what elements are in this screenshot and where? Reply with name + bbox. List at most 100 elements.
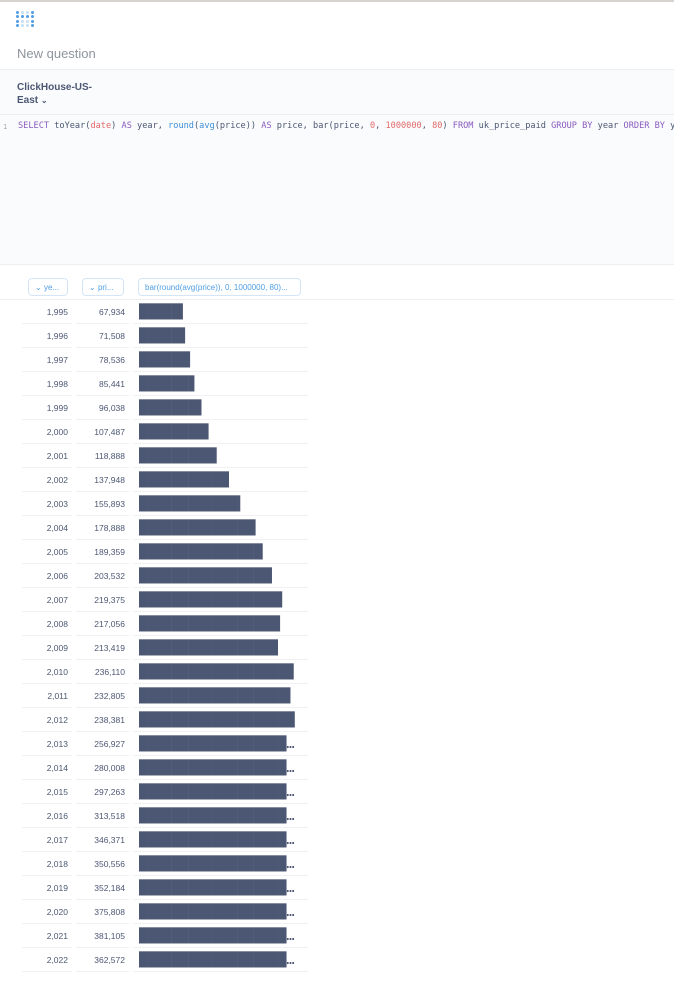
cell-bar[interactable]: █████████████████████████████ — [133, 948, 308, 972]
cell-bar[interactable]: █████▋ — [133, 324, 308, 348]
cell-year[interactable]: 2,022 — [22, 948, 72, 972]
cell-year[interactable]: 2,020 — [22, 900, 72, 924]
table-row: 2,010 236,110 ██████████████████▉ — [0, 660, 674, 684]
cell-year[interactable]: 2,013 — [22, 732, 72, 756]
cell-bar[interactable]: ████████████████████▌ — [133, 732, 308, 756]
cell-price[interactable]: 219,375 — [76, 588, 129, 612]
metabase-logo[interactable] — [16, 11, 34, 27]
cell-bar[interactable]: ████████▌ — [133, 420, 308, 444]
cell-year[interactable]: 2,014 — [22, 756, 72, 780]
cell-bar[interactable]: ████████████████████████████ — [133, 852, 308, 876]
cell-price[interactable]: 118,888 — [76, 444, 129, 468]
table-row: 2,022 362,572 ██████████████████████████… — [0, 948, 674, 972]
table-row: 1,995 67,934 █████▍ — [0, 300, 674, 324]
cell-price[interactable]: 350,556 — [76, 852, 129, 876]
cell-price[interactable]: 107,487 — [76, 420, 129, 444]
cell-price[interactable]: 71,508 — [76, 324, 129, 348]
cell-price[interactable]: 346,371 — [76, 828, 129, 852]
cell-year[interactable]: 2,016 — [22, 804, 72, 828]
cell-year[interactable]: 1,998 — [22, 372, 72, 396]
cell-year[interactable]: 2,018 — [22, 852, 72, 876]
cell-year[interactable]: 1,999 — [22, 396, 72, 420]
column-header-price[interactable]: ⌄ pri... — [82, 278, 124, 296]
cell-year[interactable]: 2,006 — [22, 564, 72, 588]
sql-query[interactable]: SELECT toYear(date) AS year, round(avg(p… — [18, 121, 674, 131]
table-row: 2,018 350,556 ██████████████████████████… — [0, 852, 674, 876]
cell-bar[interactable]: █████████████████ — [133, 636, 308, 660]
cell-bar[interactable]: ██████████████████▉ — [133, 660, 308, 684]
cell-price[interactable]: 256,927 — [76, 732, 129, 756]
cell-price[interactable]: 213,419 — [76, 636, 129, 660]
cell-bar[interactable]: █████████████████▌ — [133, 588, 308, 612]
cell-bar[interactable]: ███████████████████ — [133, 708, 308, 732]
cell-year[interactable]: 2,008 — [22, 612, 72, 636]
bar-text: █████████████████████████ — [139, 808, 297, 824]
cell-price[interactable]: 137,948 — [76, 468, 129, 492]
cell-year[interactable]: 2,015 — [22, 780, 72, 804]
cell-bar[interactable]: ███████████████▏ — [133, 540, 308, 564]
cell-price[interactable]: 297,263 — [76, 780, 129, 804]
cell-year[interactable]: 1,997 — [22, 348, 72, 372]
cell-year[interactable]: 2,012 — [22, 708, 72, 732]
cell-year[interactable]: 2,011 — [22, 684, 72, 708]
cell-price[interactable]: 280,008 — [76, 756, 129, 780]
cell-price[interactable]: 203,532 — [76, 564, 129, 588]
cell-price[interactable]: 85,441 — [76, 372, 129, 396]
cell-year[interactable]: 2,019 — [22, 876, 72, 900]
column-header-bar[interactable]: bar(round(avg(price)), 0, 1000000, 80)..… — [138, 278, 301, 296]
cell-bar[interactable]: ████████████████████████████▏ — [133, 876, 308, 900]
cell-year[interactable]: 2,004 — [22, 516, 72, 540]
cell-bar[interactable]: █████▍ — [133, 300, 308, 324]
cell-price[interactable]: 238,381 — [76, 708, 129, 732]
chevron-down-icon: ⌄ — [89, 283, 98, 292]
cell-year[interactable]: 2,010 — [22, 660, 72, 684]
cell-year[interactable]: 2,021 — [22, 924, 72, 948]
sql-editor[interactable]: 1 SELECT toYear(date) AS year, round(avg… — [0, 115, 674, 265]
cell-bar[interactable]: ███████████████████████████▋ — [133, 828, 308, 852]
cell-bar[interactable]: ██████▎ — [133, 348, 308, 372]
cell-year[interactable]: 2,000 — [22, 420, 72, 444]
cell-price[interactable]: 189,359 — [76, 540, 129, 564]
cell-bar[interactable]: ██████████████████████▍ — [133, 756, 308, 780]
cell-bar[interactable]: ██████████████████████████████ — [133, 900, 308, 924]
cell-price[interactable]: 375,808 — [76, 900, 129, 924]
cell-price[interactable]: 352,184 — [76, 876, 129, 900]
cell-bar[interactable]: ████████████▍ — [133, 492, 308, 516]
cell-price[interactable]: 67,934 — [76, 300, 129, 324]
cell-year[interactable]: 2,009 — [22, 636, 72, 660]
cell-bar[interactable]: ██████████████▎ — [133, 516, 308, 540]
cell-price[interactable]: 362,572 — [76, 948, 129, 972]
cell-year[interactable]: 2,007 — [22, 588, 72, 612]
cell-price[interactable]: 96,038 — [76, 396, 129, 420]
cell-year[interactable]: 2,005 — [22, 540, 72, 564]
column-label: bar(round(avg(price)), 0, 1000000, 80)..… — [145, 283, 288, 292]
cell-year[interactable]: 1,995 — [22, 300, 72, 324]
cell-price[interactable]: 381,105 — [76, 924, 129, 948]
cell-bar[interactable]: █████████████████▎ — [133, 612, 308, 636]
cell-year[interactable]: 1,996 — [22, 324, 72, 348]
cell-price[interactable]: 78,536 — [76, 348, 129, 372]
column-header-year[interactable]: ⌄ ye... — [28, 278, 68, 296]
cell-bar[interactable]: ██████████████████████████████▍ — [133, 924, 308, 948]
cell-price[interactable]: 313,518 — [76, 804, 129, 828]
column-label: pri... — [97, 283, 114, 292]
cell-price[interactable]: 236,110 — [76, 660, 129, 684]
cell-bar[interactable]: ████████████████▎ — [133, 564, 308, 588]
cell-bar[interactable]: ██████▊ — [133, 372, 308, 396]
cell-year[interactable]: 2,003 — [22, 492, 72, 516]
cell-year[interactable]: 2,001 — [22, 444, 72, 468]
cell-price[interactable]: 178,888 — [76, 516, 129, 540]
cell-bar[interactable]: █████████▌ — [133, 444, 308, 468]
cell-price[interactable]: 232,805 — [76, 684, 129, 708]
cell-year[interactable]: 2,002 — [22, 468, 72, 492]
cell-bar[interactable]: ██████████████████▌ — [133, 684, 308, 708]
cell-bar[interactable]: ███████▋ — [133, 396, 308, 420]
cell-bar[interactable]: ███████████████████████▊ — [133, 780, 308, 804]
database-picker[interactable]: ClickHouse-US- East ⌄ — [17, 81, 92, 107]
cell-year[interactable]: 2,017 — [22, 828, 72, 852]
cell-bar[interactable]: █████████████████████████ — [133, 804, 308, 828]
bar-text: █████████████████▌ — [139, 592, 287, 608]
cell-price[interactable]: 155,893 — [76, 492, 129, 516]
cell-price[interactable]: 217,056 — [76, 612, 129, 636]
cell-bar[interactable]: ███████████ — [133, 468, 308, 492]
